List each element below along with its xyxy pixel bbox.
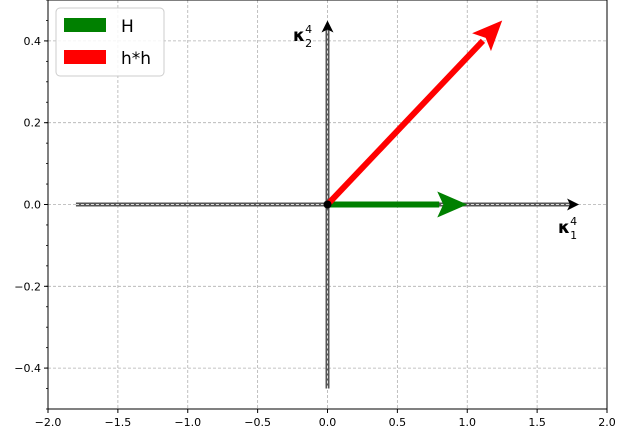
- legend: H h*h: [55, 7, 165, 77]
- horizontal-axis-arrow: [567, 198, 580, 211]
- x-tick-label: 1.0: [459, 416, 477, 429]
- y-tick-label: 0.2: [24, 117, 42, 130]
- vectors: [323, 20, 503, 218]
- vector-hh-head: [472, 20, 503, 52]
- x-tick-label: −1.0: [174, 416, 201, 429]
- x-tick-label: 1.5: [528, 416, 546, 429]
- y-axis-name: κ4 2: [293, 23, 312, 50]
- tick-marks-and-labels: −2.0 −1.5 −1.0 −0.5 0.0 0.5 1.0 1.5 2.0 −0.4 −0.2 0…: [14, 0, 616, 429]
- x-axis-name: κ4 1: [558, 215, 577, 242]
- x-tick-label: −0.5: [244, 416, 271, 429]
- x-tick-label: −2.0: [35, 416, 62, 429]
- vector-hh-shaft: [325, 38, 486, 207]
- legend-swatch-h: [64, 18, 106, 32]
- x-tick-label: 0.0: [319, 416, 337, 429]
- y-tick-label: 0.0: [24, 199, 42, 212]
- x-tick-label: 2.0: [598, 416, 616, 429]
- y-tick-label: 0.4: [24, 35, 42, 48]
- legend-swatch-hh: [64, 50, 106, 64]
- legend-label-h: H: [121, 17, 134, 37]
- y-tick-label: −0.4: [14, 362, 41, 375]
- x-tick-label: −1.5: [105, 416, 132, 429]
- x-tick-label: 0.5: [389, 416, 407, 429]
- origin-point: [323, 200, 332, 209]
- vector-h-head: [437, 191, 468, 218]
- vertical-axis-arrow: [321, 20, 334, 33]
- legend-label-hh: h*h: [121, 49, 151, 69]
- y-tick-label: −0.2: [14, 280, 41, 293]
